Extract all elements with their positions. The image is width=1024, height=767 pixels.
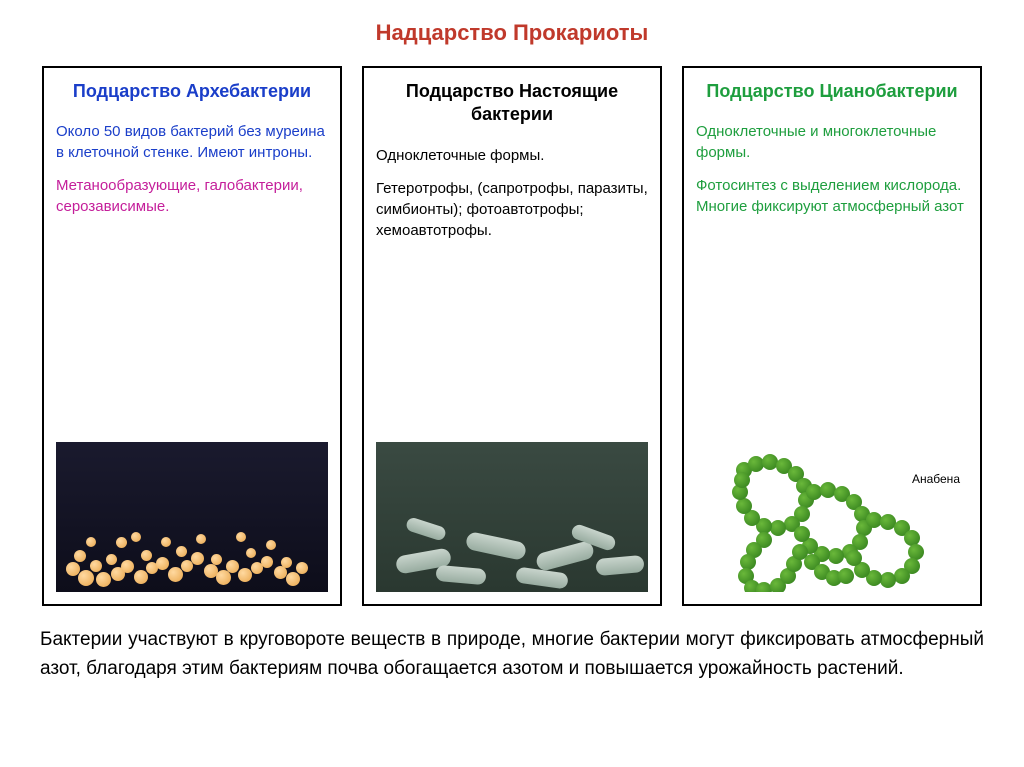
col-title: Подцарство Настоящие бактерии (376, 80, 648, 127)
main-title: Надцарство Прокариоты (20, 20, 1004, 46)
column-archebacteria: Подцарство Архебактерии Около 50 видов б… (42, 66, 342, 606)
column-true-bacteria: Подцарство Настоящие бактерии Одноклеточ… (362, 66, 662, 606)
para: Фотосинтез с выделением кислорода. Многи… (696, 175, 968, 217)
col-title: Подцарство Цианобактерии (696, 80, 968, 103)
col-body: Одноклеточные формы. Гетеротрофы, (сапро… (376, 145, 648, 442)
para: Метанообразующие, галобактерии, серозави… (56, 175, 328, 217)
title-text: Надцарство Прокариоты (376, 20, 649, 45)
image-cyanobacteria: Анабена (696, 442, 968, 592)
column-cyanobacteria: Подцарство Цианобактерии Одноклеточные и… (682, 66, 982, 606)
image-archebacteria (56, 442, 328, 592)
col-body: Одноклеточные и многоклеточные формы. Фо… (696, 121, 968, 442)
para: Одноклеточные и многоклеточные формы. (696, 121, 968, 163)
para: Одноклеточные формы. (376, 145, 648, 166)
footer-text: Бактерии участвуют в круговороте веществ… (20, 626, 1004, 683)
para: Около 50 видов бактерий без муреина в кл… (56, 121, 328, 163)
image-true-bacteria (376, 442, 648, 592)
columns-container: Подцарство Архебактерии Около 50 видов б… (20, 66, 1004, 606)
anabena-label: Анабена (910, 472, 962, 486)
col-title: Подцарство Архебактерии (56, 80, 328, 103)
para: Гетеротрофы, (сапротрофы, паразиты, симб… (376, 178, 648, 241)
col-body: Около 50 видов бактерий без муреина в кл… (56, 121, 328, 442)
